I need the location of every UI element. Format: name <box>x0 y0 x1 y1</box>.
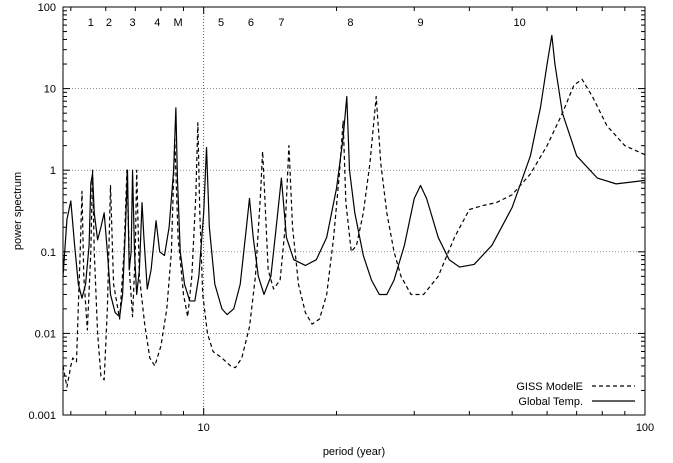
y-tick-label: 100 <box>38 2 56 14</box>
peak-label: 10 <box>514 17 526 29</box>
y-axis-title: power spectrum <box>12 172 24 250</box>
legend-label-global-temp: Global Temp. <box>518 396 583 408</box>
series-lines <box>62 34 646 388</box>
peak-label: M <box>173 17 182 29</box>
peak-label: 7 <box>278 17 284 29</box>
peak-label: 9 <box>417 17 423 29</box>
series-line-giss-modele <box>62 78 646 388</box>
legend: GISS ModelE Global Temp. <box>516 381 635 408</box>
peak-label: 4 <box>154 17 160 29</box>
peak-label: 1 <box>88 17 94 29</box>
peak-label: 6 <box>248 17 254 29</box>
plot-frame <box>62 6 646 416</box>
y-tick-label: 0.001 <box>28 410 56 422</box>
y-tick-label: 0.1 <box>41 247 56 259</box>
peak-label: 3 <box>129 17 135 29</box>
y-tick-label: 10 <box>44 84 56 96</box>
y-tick-label: 1 <box>50 165 56 177</box>
axis-ticks: 0.001 0.01 0.1 1 10 100 10 100 <box>28 2 654 434</box>
series-line-global-temp <box>62 34 646 318</box>
legend-label-giss-modele: GISS ModelE <box>516 381 583 393</box>
x-tick-label: 10 <box>198 422 210 434</box>
peak-label: 8 <box>347 17 353 29</box>
peak-label: 2 <box>106 17 112 29</box>
peak-label: 5 <box>218 17 224 29</box>
y-tick-label: 0.01 <box>35 328 56 340</box>
x-axis-title: period (year) <box>323 446 385 458</box>
x-tick-label: 100 <box>636 422 654 434</box>
peak-labels: 1 2 3 4 M 5 6 7 8 9 10 <box>88 17 526 29</box>
